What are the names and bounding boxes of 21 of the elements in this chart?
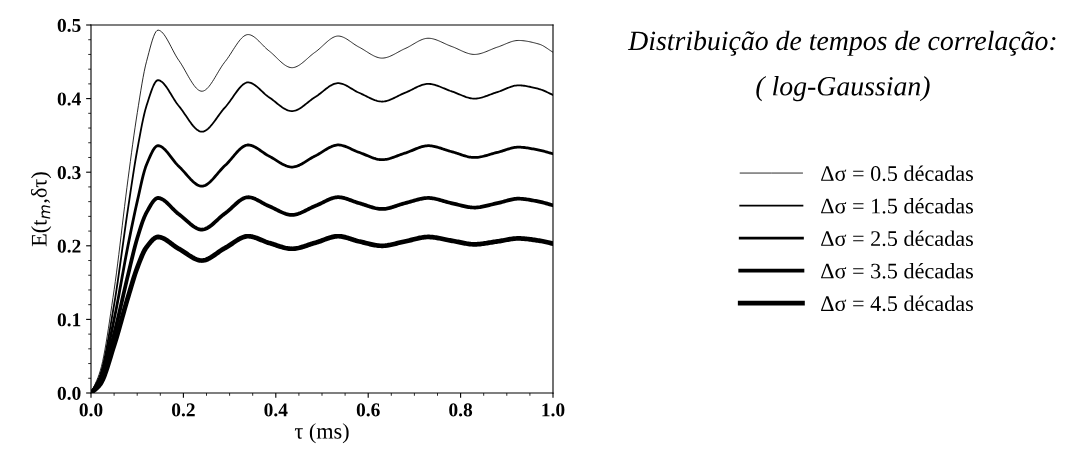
x-tick-label: 0.6 — [356, 403, 380, 417]
x-tick-label: 1.0 — [542, 403, 565, 417]
x-tick-label: 0.0 — [79, 403, 103, 417]
x-tick-label: 0.8 — [449, 403, 473, 417]
y-tick-label: 0.4 — [57, 92, 81, 106]
y-tick-label: 0.1 — [57, 313, 81, 327]
legend-label: Δσ = 4.5 décadas — [821, 295, 973, 312]
y-tick-label: 0.0 — [57, 386, 81, 401]
x-tick-label: 0.2 — [171, 403, 195, 417]
legend-label: Δσ = 3.5 décadas — [821, 262, 973, 279]
y-tick-label: 0.5 — [57, 18, 81, 33]
y-tick-label: 0.2 — [57, 239, 81, 253]
y-axis-title: E(t$_{m}$,δτ) — [30, 172, 52, 247]
legend-label: Δσ = 2.5 décadas — [821, 230, 973, 247]
x-tick-label: 0.4 — [264, 403, 288, 417]
text: Distribuição de tempos de correlação: — [627, 30, 1056, 56]
legend-label: Δσ = 0.5 décadas — [821, 165, 973, 182]
legend-label: Δσ = 1.5 décadas — [821, 197, 973, 214]
y-tick-label: 0.3 — [57, 166, 81, 180]
x-axis-title: τ (ms) — [294, 423, 349, 444]
text: ( log-Gaussian) — [756, 76, 930, 102]
